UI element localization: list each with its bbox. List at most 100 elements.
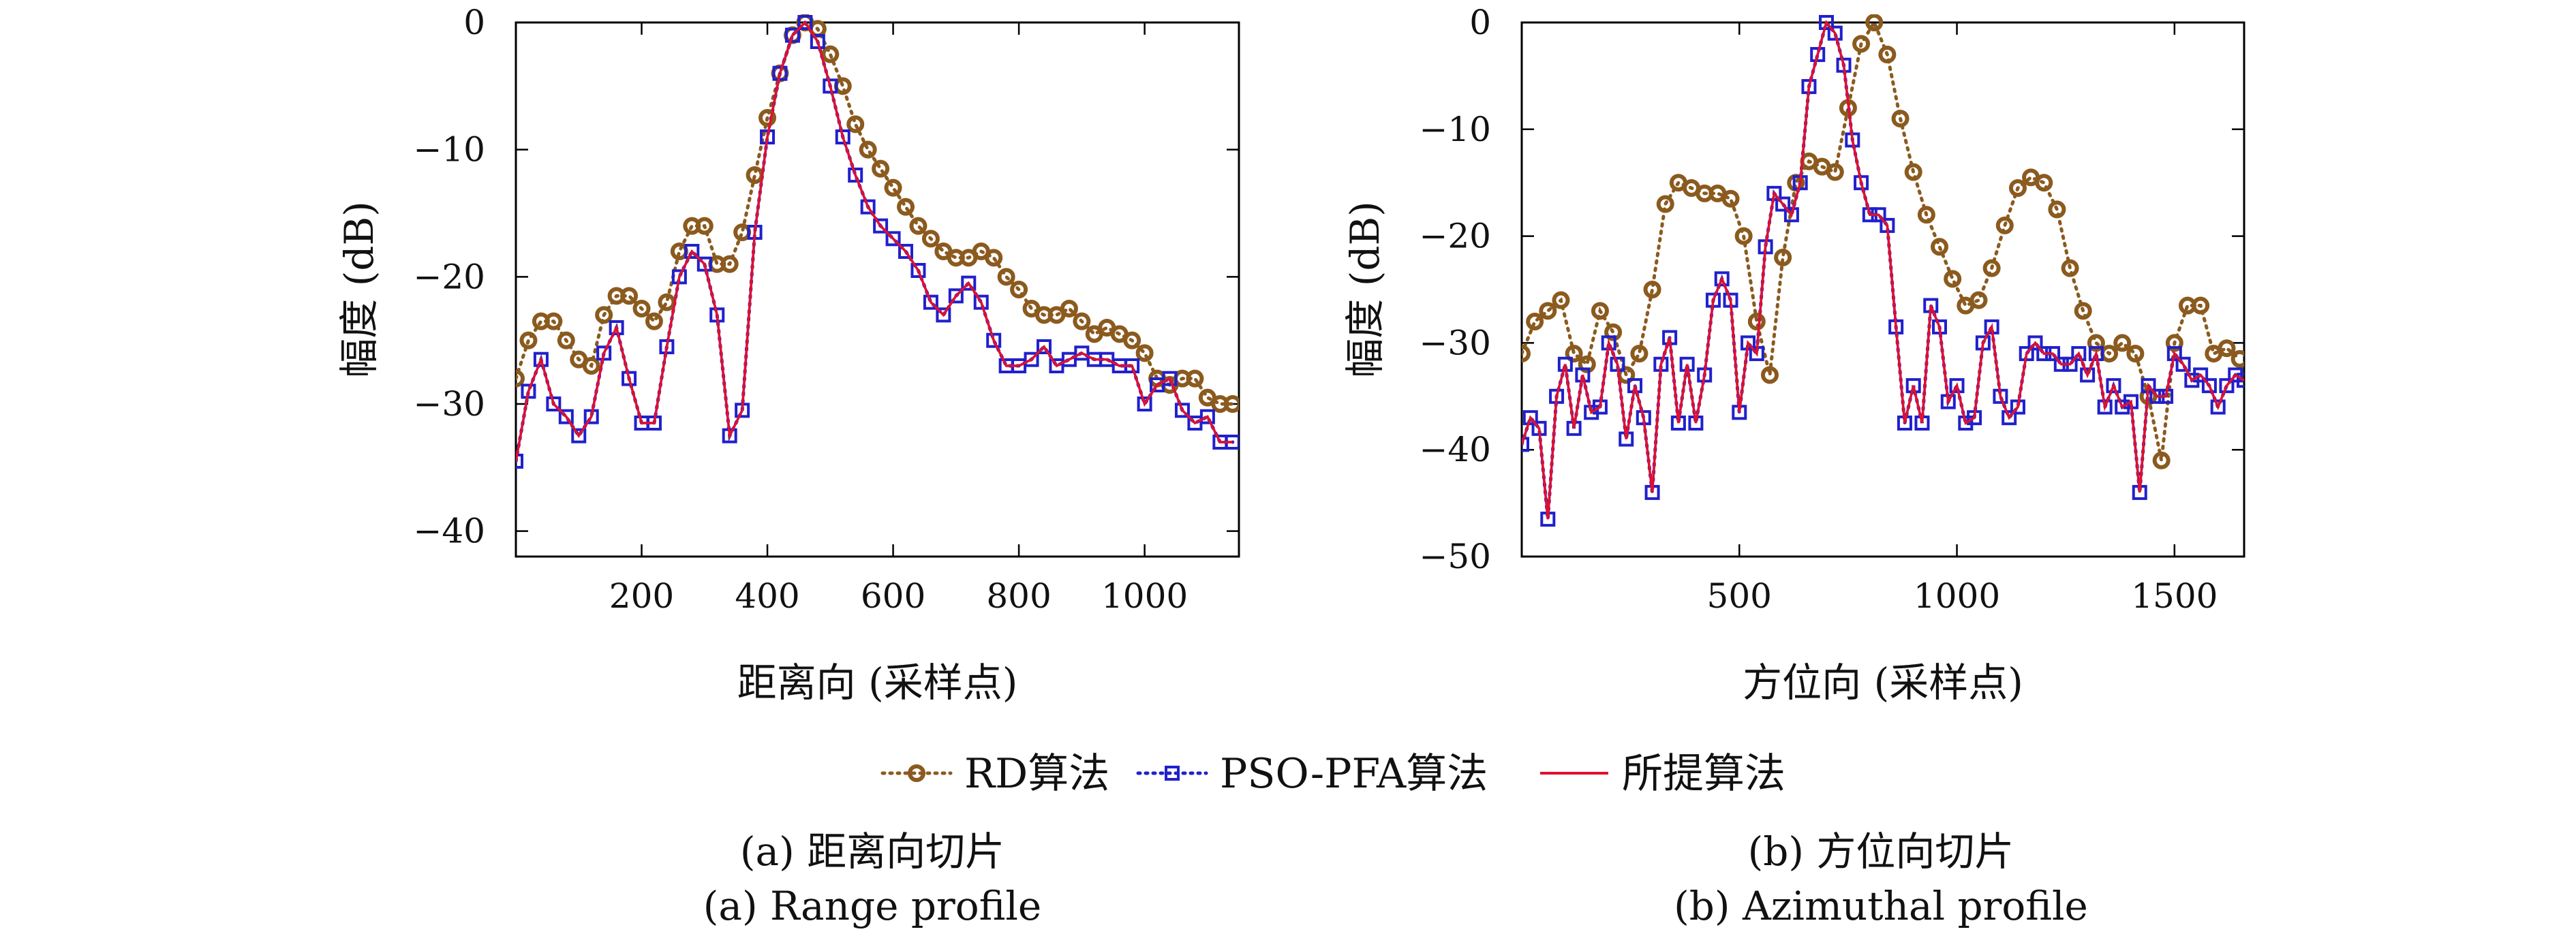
azimuth-ytick-label: 0 bbox=[1469, 3, 1491, 42]
azimuth-pso-pfa-point bbox=[2027, 335, 2043, 351]
captions: (a) 距离向切片 (a) Range profile (b) 方位向切片 (b… bbox=[703, 828, 2088, 929]
azimuth-xtick-label: 500 bbox=[1707, 576, 1772, 616]
legend-marker-rd bbox=[908, 764, 925, 782]
range-rd-point bbox=[720, 255, 739, 273]
azimuth-series-rd-line bbox=[1522, 18, 2242, 461]
range-rd-point bbox=[997, 268, 1015, 286]
azimuth-rd-point bbox=[1539, 302, 1557, 320]
range-rd-point bbox=[1223, 395, 1239, 413]
range-pso-pfa-point bbox=[961, 275, 977, 291]
azimuth-pso-pfa-point bbox=[2237, 373, 2244, 388]
range-pso-pfa-point bbox=[835, 129, 850, 144]
azimuth-pso-pfa-point bbox=[2106, 378, 2121, 394]
range-x-axis-label: 距离向 (采样点) bbox=[737, 659, 1018, 706]
azimuth-pso-pfa-point bbox=[1949, 378, 1965, 394]
azimuth-rd-point bbox=[1630, 345, 1649, 363]
azimuth-pso-pfa-point bbox=[2193, 367, 2209, 383]
azimuthal-profile-chart: 500 1000 1500 0 −10 −20 −30 −40 −50 方位向 (采样点) 幅度 (… bbox=[1342, 3, 2245, 706]
azimuth-pso-pfa-point bbox=[2219, 378, 2235, 394]
range-pso-pfa-point bbox=[1162, 371, 1178, 386]
caption-a-en: (a) Range profile bbox=[703, 883, 1041, 929]
azimuth-xtick-label: 1500 bbox=[2131, 576, 2218, 616]
range-rd-point bbox=[884, 178, 902, 197]
range-rd-point bbox=[632, 300, 651, 317]
azimuth-rd-point bbox=[2218, 339, 2236, 358]
legend-label-pso-pfa: PSO-PFA算法 bbox=[1220, 750, 1488, 798]
range-pso-pfa-point bbox=[696, 256, 712, 272]
azimuth-pso-pfa-point bbox=[2166, 346, 2182, 362]
azimuth-rd-point bbox=[1734, 227, 1753, 245]
azimuth-rd-point bbox=[2087, 334, 2105, 352]
range-series-proposed-line-top bbox=[516, 20, 1233, 462]
azimuth-rd-point bbox=[1578, 355, 1596, 373]
range-pso-pfa-point bbox=[516, 454, 523, 469]
range-pso-pfa-point bbox=[784, 27, 800, 43]
range-xtick-label: 400 bbox=[735, 576, 799, 616]
range-pso-pfa-point bbox=[684, 244, 700, 259]
azimuth-rd-point bbox=[1522, 345, 1531, 363]
azimuth-pso-pfa-point bbox=[1827, 25, 1843, 41]
azimuth-ytick-label: −10 bbox=[1419, 110, 1491, 149]
range-rd-point bbox=[595, 306, 613, 324]
range-xtick-label: 200 bbox=[609, 576, 674, 616]
azimuth-pso-pfa-point bbox=[1783, 207, 1799, 223]
range-rd-point bbox=[670, 243, 688, 260]
range-pso-pfa-point bbox=[1036, 339, 1052, 354]
azimuth-rd-point bbox=[2113, 334, 2132, 352]
azimuth-rd-point bbox=[1891, 110, 1910, 128]
range-xtick-label: 1000 bbox=[1101, 576, 1188, 616]
azimuth-rd-point bbox=[2230, 349, 2244, 368]
azimuth-pso-pfa-point bbox=[2210, 399, 2226, 415]
legend-item-pso-pfa: PSO-PFA算法 bbox=[1136, 750, 1488, 798]
range-rd-point bbox=[582, 357, 600, 375]
range-rd-point bbox=[1186, 369, 1204, 388]
range-rd-point bbox=[557, 331, 575, 349]
azimuth-pso-pfa-point bbox=[2201, 378, 2217, 394]
azimuth-rd-point bbox=[2165, 334, 2183, 352]
legend-item-rd: RD算法 bbox=[880, 750, 1109, 798]
range-rd-point bbox=[1073, 312, 1091, 330]
legend-label-proposed: 所提算法 bbox=[1622, 750, 1785, 798]
range-rd-point bbox=[985, 249, 1003, 267]
azimuth-pso-pfa-point bbox=[2080, 367, 2096, 383]
azimuth-ytick-label: −30 bbox=[1419, 323, 1491, 362]
range-pso-pfa-point bbox=[810, 34, 825, 49]
range-pso-pfa-point bbox=[1199, 409, 1215, 424]
azimuth-y-axis-label: 幅度 (dB) bbox=[1342, 201, 1388, 377]
range-rd-point bbox=[733, 223, 752, 241]
range-series-pso-pfa-line bbox=[516, 20, 1235, 463]
range-rd-point bbox=[821, 45, 840, 63]
range-ytick-label: −30 bbox=[413, 384, 485, 424]
range-rd-point bbox=[658, 293, 676, 311]
azimuth-rd-point bbox=[1969, 291, 1988, 309]
range-pso-pfa-point bbox=[885, 231, 901, 247]
range-rd-point bbox=[909, 217, 927, 235]
range-ytick-label: −10 bbox=[413, 130, 485, 170]
range-ytick-label: 0 bbox=[463, 3, 485, 42]
azimuth-pso-pfa-point bbox=[1810, 47, 1826, 63]
azimuth-rd-point bbox=[2152, 451, 2171, 469]
azimuth-pso-pfa-point bbox=[1854, 175, 1869, 191]
azimuth-rd-point bbox=[1852, 35, 1871, 53]
range-pso-pfa-point bbox=[873, 218, 889, 234]
azimuth-pso-pfa-point bbox=[1522, 410, 1538, 426]
range-series-proposed-line bbox=[516, 20, 1233, 462]
legend-marker-pso-pfa bbox=[1165, 766, 1180, 781]
azimuth-rd-point bbox=[2126, 345, 2145, 363]
azimuth-rd-point bbox=[1774, 248, 1792, 266]
range-pso-pfa-point bbox=[986, 332, 1002, 348]
range-pso-pfa-point bbox=[898, 244, 914, 259]
legend: RD算法 PSO-PFA算法 所提算法 bbox=[880, 750, 1785, 798]
azimuth-rd-point bbox=[1982, 259, 2001, 277]
range-pso-pfa-point bbox=[546, 396, 562, 411]
range-rd-point bbox=[1010, 281, 1028, 298]
azimuth-xtick-label: 1000 bbox=[1914, 576, 2000, 616]
range-pso-pfa-point bbox=[848, 168, 863, 183]
range-pso-pfa-point bbox=[823, 78, 838, 94]
range-pso-pfa-point bbox=[1174, 403, 1190, 418]
azimuth-rd-point bbox=[1552, 291, 1570, 309]
azimuth-ytick-label: −20 bbox=[1419, 217, 1491, 256]
range-pso-pfa-point bbox=[558, 409, 574, 424]
range-pso-pfa-point bbox=[571, 428, 587, 443]
